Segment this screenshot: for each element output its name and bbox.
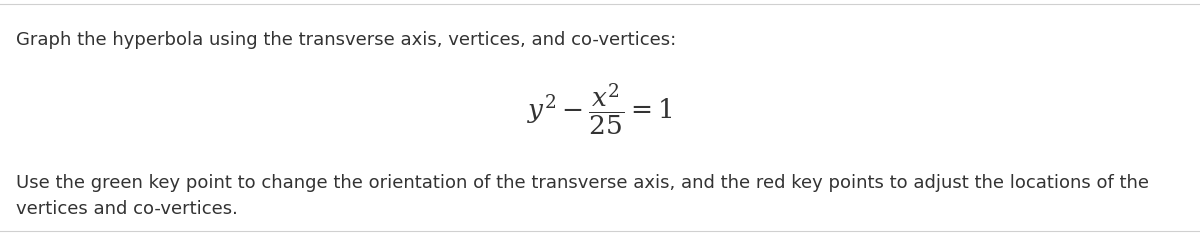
Text: $y^2 - \dfrac{x^2}{25} = 1$: $y^2 - \dfrac{x^2}{25} = 1$	[527, 81, 673, 137]
Text: Graph the hyperbola using the transverse axis, vertices, and co-vertices:: Graph the hyperbola using the transverse…	[16, 31, 676, 49]
Text: Use the green key point to change the orientation of the transverse axis, and th: Use the green key point to change the or…	[16, 174, 1148, 218]
